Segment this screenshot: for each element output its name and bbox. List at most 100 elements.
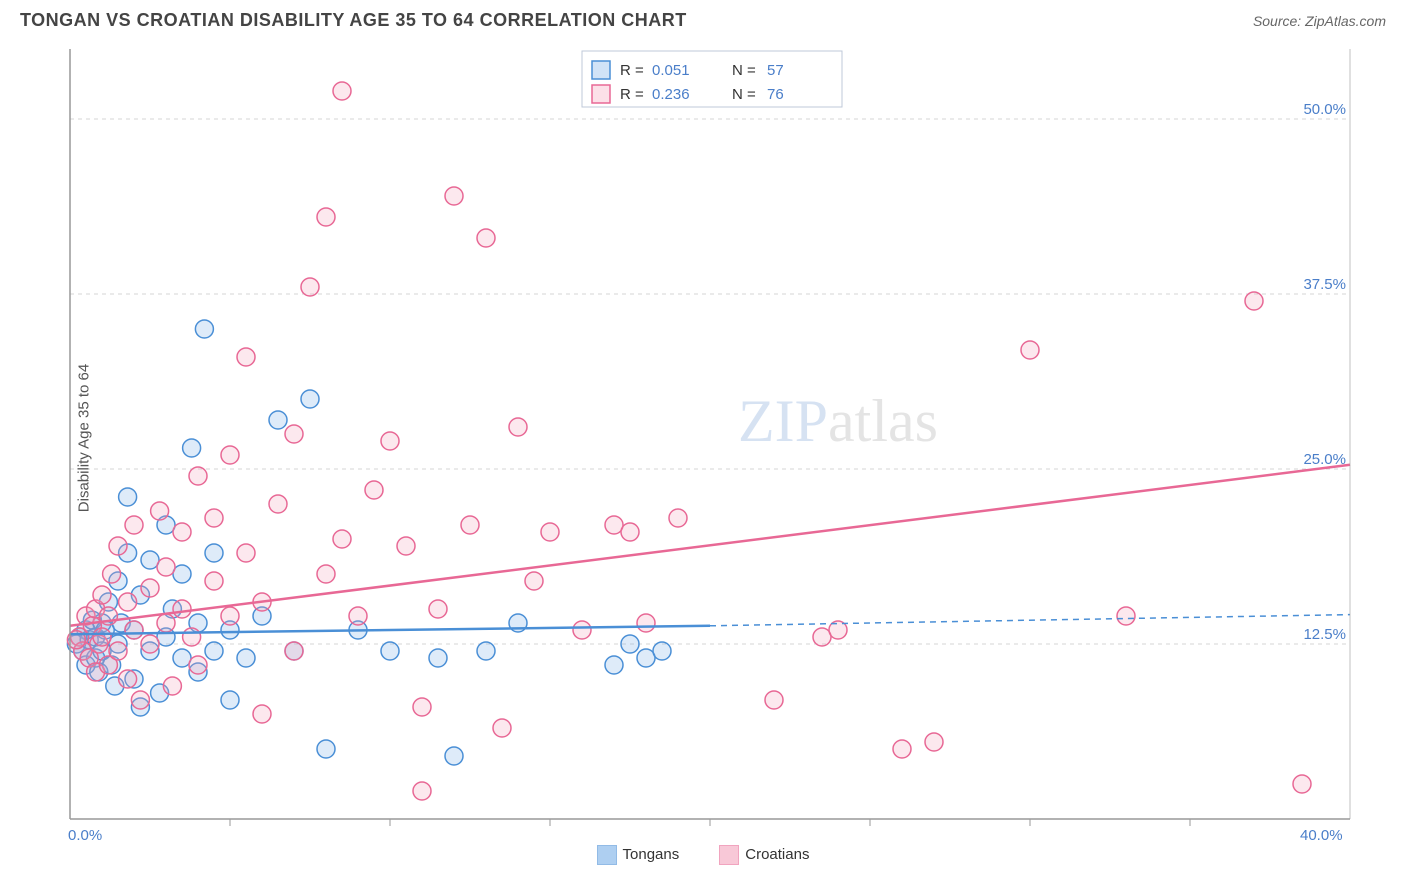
data-point: [151, 502, 169, 520]
legend-r-label: R =: [620, 62, 644, 79]
data-point: [541, 523, 559, 541]
watermark: ZIPatlas: [738, 388, 938, 454]
data-point: [157, 614, 175, 632]
data-point: [477, 229, 495, 247]
data-point: [237, 348, 255, 366]
data-point: [765, 691, 783, 709]
x-axis-min-label: 0.0%: [68, 827, 102, 844]
data-point: [237, 649, 255, 667]
data-point: [605, 656, 623, 674]
legend-n-value: 57: [767, 62, 784, 79]
data-point: [925, 733, 943, 751]
bottom-legend-item: Croatians: [719, 845, 809, 865]
legend-r-value: 0.236: [652, 86, 690, 103]
data-point: [183, 628, 201, 646]
legend-label: Croatians: [745, 846, 809, 863]
data-point: [493, 719, 511, 737]
data-point: [397, 537, 415, 555]
legend-swatch: [597, 845, 617, 865]
data-point: [333, 82, 351, 100]
data-point: [445, 747, 463, 765]
data-point: [205, 509, 223, 527]
data-point: [183, 439, 201, 457]
legend-r-label: R =: [620, 86, 644, 103]
data-point: [349, 607, 367, 625]
data-point: [285, 642, 303, 660]
data-point: [285, 425, 303, 443]
data-point: [317, 740, 335, 758]
data-point: [573, 621, 591, 639]
data-point: [109, 642, 127, 660]
scatter-chart: 12.5%25.0%37.5%50.0%ZIPatlasR =0.051N =5…: [20, 39, 1386, 837]
data-point: [669, 509, 687, 527]
data-point: [301, 390, 319, 408]
data-point: [477, 642, 495, 660]
data-point: [205, 572, 223, 590]
data-point: [109, 537, 127, 555]
trend-line-dashed: [710, 615, 1350, 626]
data-point: [429, 649, 447, 667]
legend-swatch: [719, 845, 739, 865]
legend-r-value: 0.051: [652, 62, 690, 79]
data-point: [93, 586, 111, 604]
y-axis-label: Disability Age 35 to 64: [76, 364, 93, 512]
legend-n-label: N =: [732, 86, 756, 103]
source-label: Source: ZipAtlas.com: [1253, 13, 1386, 29]
data-point: [509, 418, 527, 436]
data-point: [119, 670, 137, 688]
data-point: [621, 523, 639, 541]
data-point: [365, 481, 383, 499]
data-point: [205, 544, 223, 562]
data-point: [103, 565, 121, 583]
data-point: [141, 579, 159, 597]
data-point: [269, 411, 287, 429]
data-point: [189, 467, 207, 485]
legend-swatch: [592, 85, 610, 103]
bottom-legend: Tongans Croatians: [0, 845, 1406, 865]
data-point: [653, 642, 671, 660]
data-point: [413, 782, 431, 800]
x-axis-max-label: 40.0%: [1300, 827, 1343, 844]
data-point: [163, 677, 181, 695]
data-point: [253, 705, 271, 723]
data-point: [317, 565, 335, 583]
data-point: [125, 516, 143, 534]
chart-title: TONGAN VS CROATIAN DISABILITY AGE 35 TO …: [20, 10, 687, 31]
data-point: [637, 614, 655, 632]
y-tick-label: 37.5%: [1303, 276, 1346, 293]
data-point: [429, 600, 447, 618]
data-point: [301, 278, 319, 296]
data-point: [119, 593, 137, 611]
data-point: [893, 740, 911, 758]
data-point: [189, 656, 207, 674]
data-point: [413, 698, 431, 716]
data-point: [119, 488, 137, 506]
data-point: [445, 187, 463, 205]
data-point: [461, 516, 479, 534]
data-point: [221, 691, 239, 709]
data-point: [195, 320, 213, 338]
data-point: [237, 544, 255, 562]
y-tick-label: 12.5%: [1303, 626, 1346, 643]
legend-label: Tongans: [623, 846, 680, 863]
data-point: [221, 446, 239, 464]
legend-swatch: [592, 61, 610, 79]
data-point: [317, 208, 335, 226]
legend-n-label: N =: [732, 62, 756, 79]
data-point: [173, 600, 191, 618]
data-point: [157, 558, 175, 576]
data-point: [1293, 775, 1311, 793]
data-point: [93, 628, 111, 646]
data-point: [1245, 292, 1263, 310]
legend-n-value: 76: [767, 86, 784, 103]
data-point: [173, 523, 191, 541]
data-point: [1021, 341, 1039, 359]
data-point: [381, 432, 399, 450]
data-point: [381, 642, 399, 660]
data-point: [525, 572, 543, 590]
y-tick-label: 50.0%: [1303, 101, 1346, 118]
chart-container: Disability Age 35 to 64 12.5%25.0%37.5%5…: [20, 39, 1386, 837]
data-point: [221, 607, 239, 625]
data-point: [269, 495, 287, 513]
trend-line: [70, 465, 1350, 626]
